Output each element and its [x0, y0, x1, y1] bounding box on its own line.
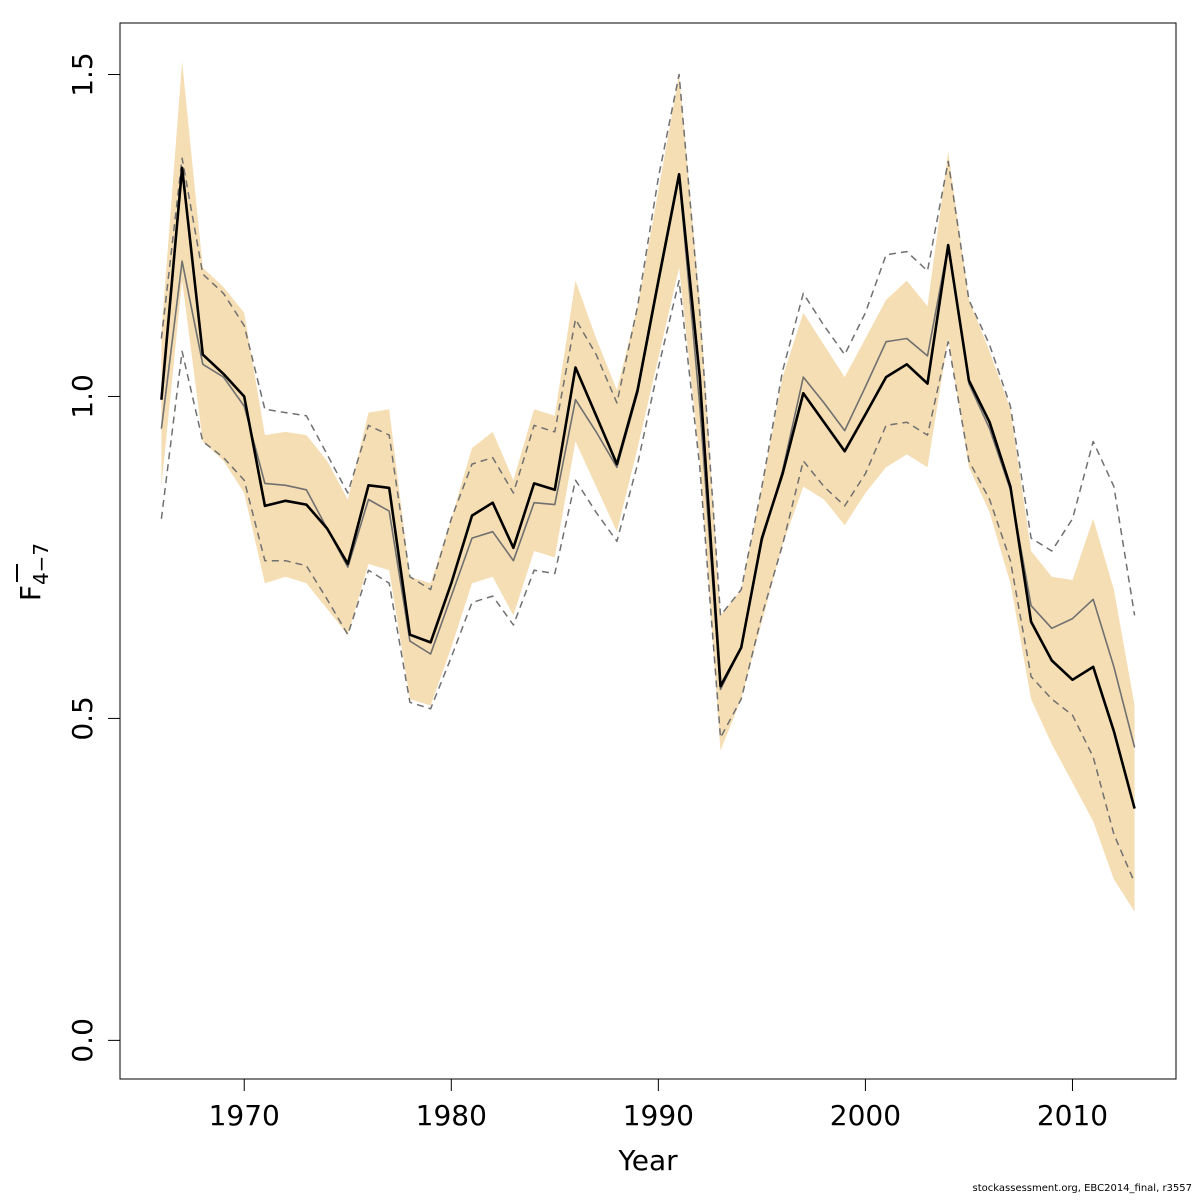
x-tick-label: 2010	[1037, 1099, 1108, 1132]
series-layer	[160, 73, 1136, 883]
x-axis-title: Year	[617, 1144, 678, 1177]
y-tick-label: 0.0	[66, 1018, 99, 1063]
y-axis-title-symbol: F	[14, 585, 47, 601]
series-line-dashed-lower	[160, 279, 1136, 883]
y-tick-label: 1.0	[66, 374, 99, 419]
footer-credit: stockassessment.org, EBC2014_final, r355…	[972, 1183, 1192, 1194]
y-tick-label: 1.5	[66, 52, 99, 97]
x-axis: 1970 1980 1990 2000 2010	[209, 1078, 1108, 1132]
svg-text:F4−7: F4−7	[14, 543, 53, 601]
confidence-band	[161, 61, 1135, 912]
y-tick-label: 0.5	[66, 696, 99, 741]
x-tick-label: 2000	[830, 1099, 901, 1132]
series-line-estimate	[160, 166, 1136, 809]
series-line-dashed-upper	[160, 73, 1136, 617]
y-axis: 0.0 0.5 1.0 1.5	[66, 52, 121, 1063]
confidence-band-layer	[161, 61, 1135, 912]
y-axis-title: F4−7	[14, 543, 53, 601]
x-tick-label: 1980	[416, 1099, 487, 1132]
y-axis-title-subscript: 4−7	[29, 543, 53, 585]
x-tick-label: 1970	[209, 1099, 280, 1132]
x-tick-label: 1990	[623, 1099, 694, 1132]
